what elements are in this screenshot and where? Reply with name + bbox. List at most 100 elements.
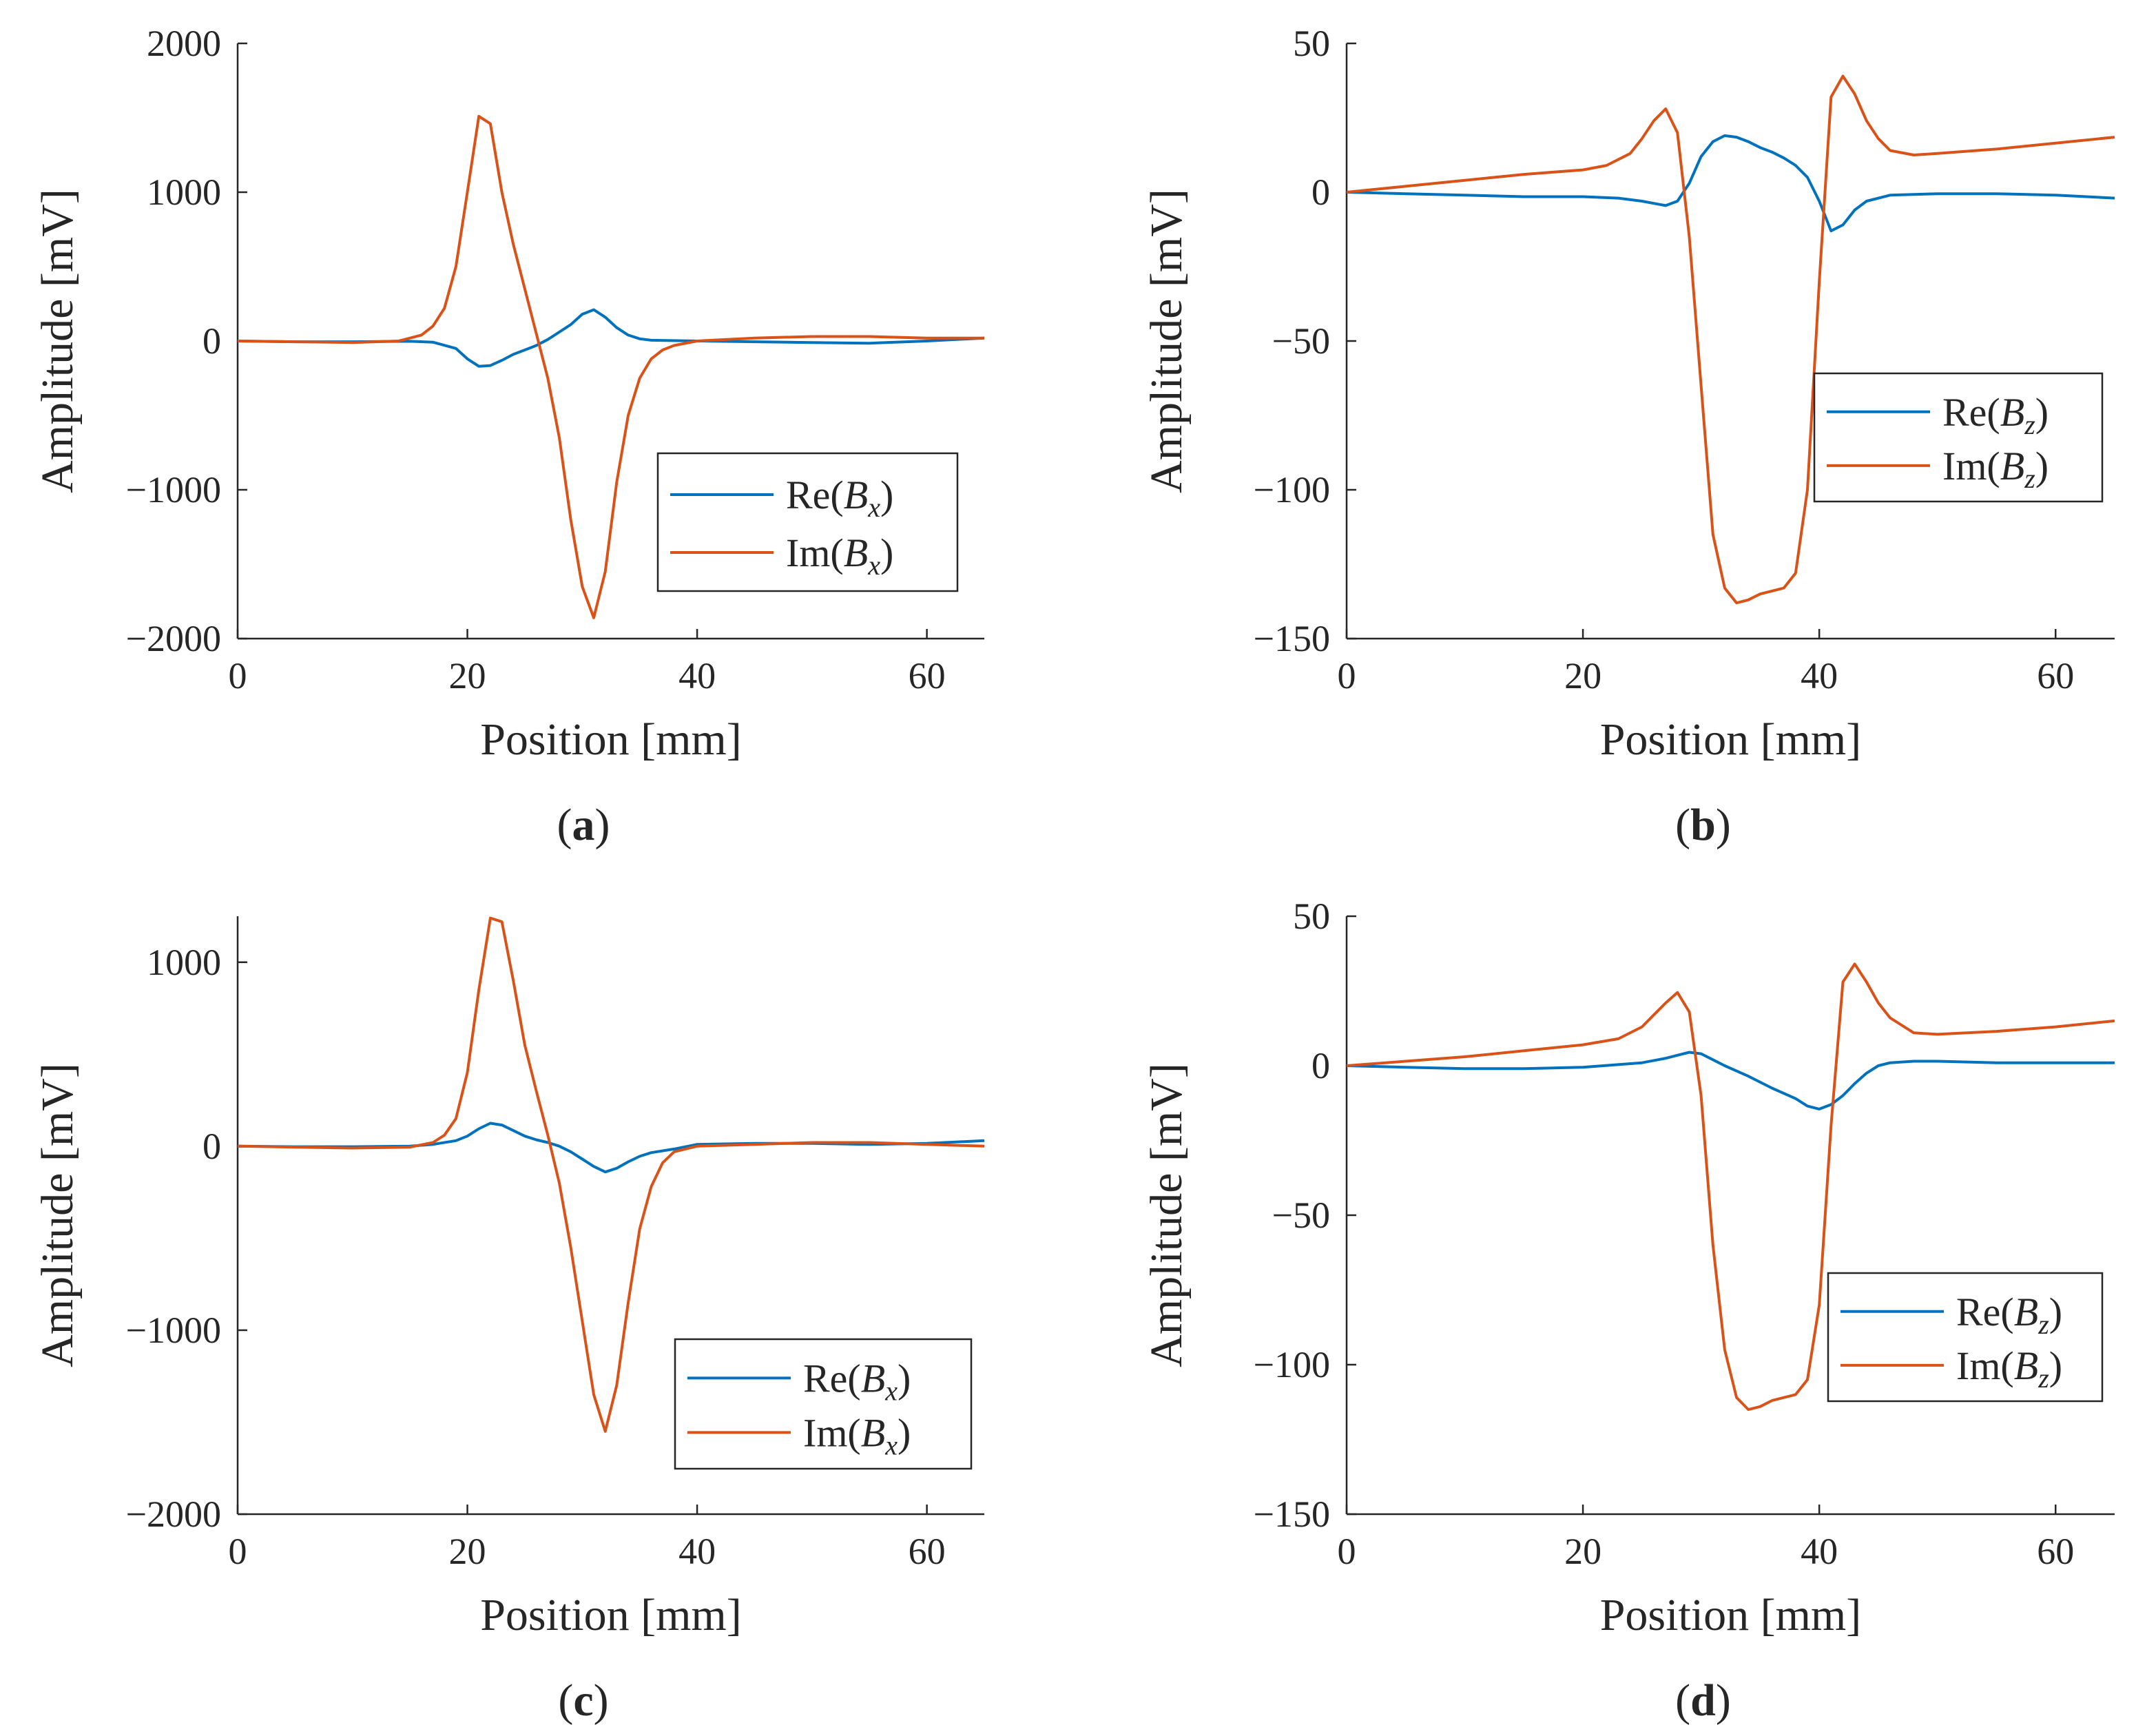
y-tick-label: 50 [1293,23,1330,64]
y-tick-label: −100 [1254,1344,1330,1385]
y-tick-label: 2000 [147,23,221,64]
caption-letter: c [573,1675,593,1726]
legend-fn: Re( [1942,390,2000,435]
legend-box [656,452,959,592]
y-tick-label: 1000 [147,172,221,213]
panel-d: 0 20 40 60 −150 −100 −50 0 50 Position [mm] Amplit… [1141,896,2115,1726]
legend-subscript: x [884,1429,898,1460]
x-axis-label: Position [mm] [480,714,742,765]
caption-letter: d [1690,1675,1716,1726]
series-line-im [237,114,984,619]
x-tick-label: 60 [909,655,946,696]
series-line-im [1346,962,2115,1412]
series-line-re [237,1122,985,1174]
legend-subscript: z [2038,1309,2049,1340]
y-axis-label: Amplitude [mV] [32,189,83,493]
panel-caption: (c) [558,1675,608,1726]
x-tick-label: 40 [678,655,716,696]
legend: Re(Bz)Im(Bz) [1827,1272,2104,1403]
legend-subscript: z [2038,1363,2049,1394]
panel-a: 0 20 40 60 −2000 −1000 0 1000 2000 Position [mm] A… [32,23,985,850]
y-axis-label: Amplitude [mV] [1141,1063,1192,1367]
y-tick-label: −100 [1254,469,1330,510]
caption-close: ) [594,1675,609,1726]
legend-entry-label: Im(Bx) [786,530,893,581]
legend-close: ) [898,1356,911,1401]
y-tick-label: 1000 [147,942,221,983]
legend-var: B [2014,1343,2038,1388]
x-tick-label: 20 [449,1531,486,1572]
y-tick-label: −1000 [126,1310,221,1351]
y-axis-label: Amplitude [mV] [1141,189,1192,493]
x-tick-label: 60 [2037,655,2074,696]
caption-open: ( [558,1675,573,1726]
y-tick-label: 0 [1311,172,1330,213]
legend-close: ) [2049,1343,2062,1388]
legend: Re(Bz)Im(Bz) [1813,372,2104,503]
legend-fn: Re( [1956,1290,2014,1334]
x-tick-label: 0 [229,655,247,696]
x-tick-label: 60 [2037,1531,2074,1572]
legend-var: B [861,1356,885,1401]
legend-box [674,1338,973,1470]
legend-close: ) [2035,444,2049,488]
legend-fn: Re( [786,473,844,517]
legend: Re(Bx)Im(Bx) [674,1338,973,1470]
x-axis-label: Position [mm] [1600,1590,1862,1640]
legend-entry-label: Im(Bz) [1956,1343,2062,1394]
panel-b: 0 20 40 60 −150 −100 −50 0 50 Position [mm] Amplit… [1141,23,2115,850]
legend-var: B [2000,444,2024,488]
x-tick-label: 40 [678,1531,716,1572]
caption-close: ) [1716,800,1731,850]
legend-box [1827,1272,2104,1403]
caption-open: ( [557,800,572,850]
x-tick-label: 60 [909,1531,946,1572]
legend-fn: Im( [786,530,844,575]
y-tick-label: 0 [203,1126,221,1167]
y-tick-label: −50 [1272,320,1330,362]
legend-subscript: x [884,1375,898,1406]
legend-entry-label: Re(Bz) [1956,1290,2062,1340]
y-tick-label: −1000 [126,469,221,510]
legend-var: B [861,1410,885,1455]
legend-entry-label: Re(Bx) [786,473,893,523]
legend-subscript: x [867,550,880,581]
y-tick-label: −150 [1254,618,1330,659]
legend-fn: Re( [803,1356,861,1401]
legend-close: ) [2049,1290,2062,1334]
legend-entry-label: Re(Bx) [803,1356,911,1406]
legend-entry-label: Im(Bz) [1942,444,2049,494]
caption-open: ( [1675,1675,1690,1726]
x-tick-label: 0 [1338,1531,1356,1572]
series-line-im [1346,74,2115,605]
legend-var: B [844,473,868,517]
x-tick-label: 20 [1564,655,1601,696]
y-tick-label: −150 [1254,1494,1330,1535]
legend-close: ) [880,473,893,517]
series-line-re [1346,134,2115,233]
series-line-im [237,916,985,1433]
x-tick-label: 20 [449,655,486,696]
legend-entry-label: Re(Bz) [1942,390,2049,440]
caption-open: ( [1675,800,1690,850]
y-axis-label: Amplitude [mV] [32,1063,83,1367]
x-tick-label: 0 [229,1531,247,1572]
legend-fn: Im( [1942,444,2000,488]
y-tick-label: 50 [1293,896,1330,937]
legend-subscript: z [2024,409,2035,440]
y-tick-label: −2000 [126,1494,221,1535]
panel-caption: (b) [1675,800,1731,850]
panel-caption: (a) [557,800,610,850]
legend-box [1813,372,2104,503]
legend-close: ) [2035,390,2049,435]
x-axis-label: Position [mm] [1600,714,1862,765]
panel-caption: (d) [1675,1675,1731,1726]
x-axis-label: Position [mm] [480,1590,742,1640]
legend-var: B [844,530,868,575]
x-tick-label: 40 [1801,1531,1838,1572]
legend: Re(Bx) Im(Bx) [656,452,959,592]
x-tick-label: 20 [1564,1531,1601,1572]
legend-fn: Im( [803,1410,861,1455]
legend-entry-label: Im(Bx) [803,1410,911,1460]
x-tick-label: 0 [1338,655,1356,696]
